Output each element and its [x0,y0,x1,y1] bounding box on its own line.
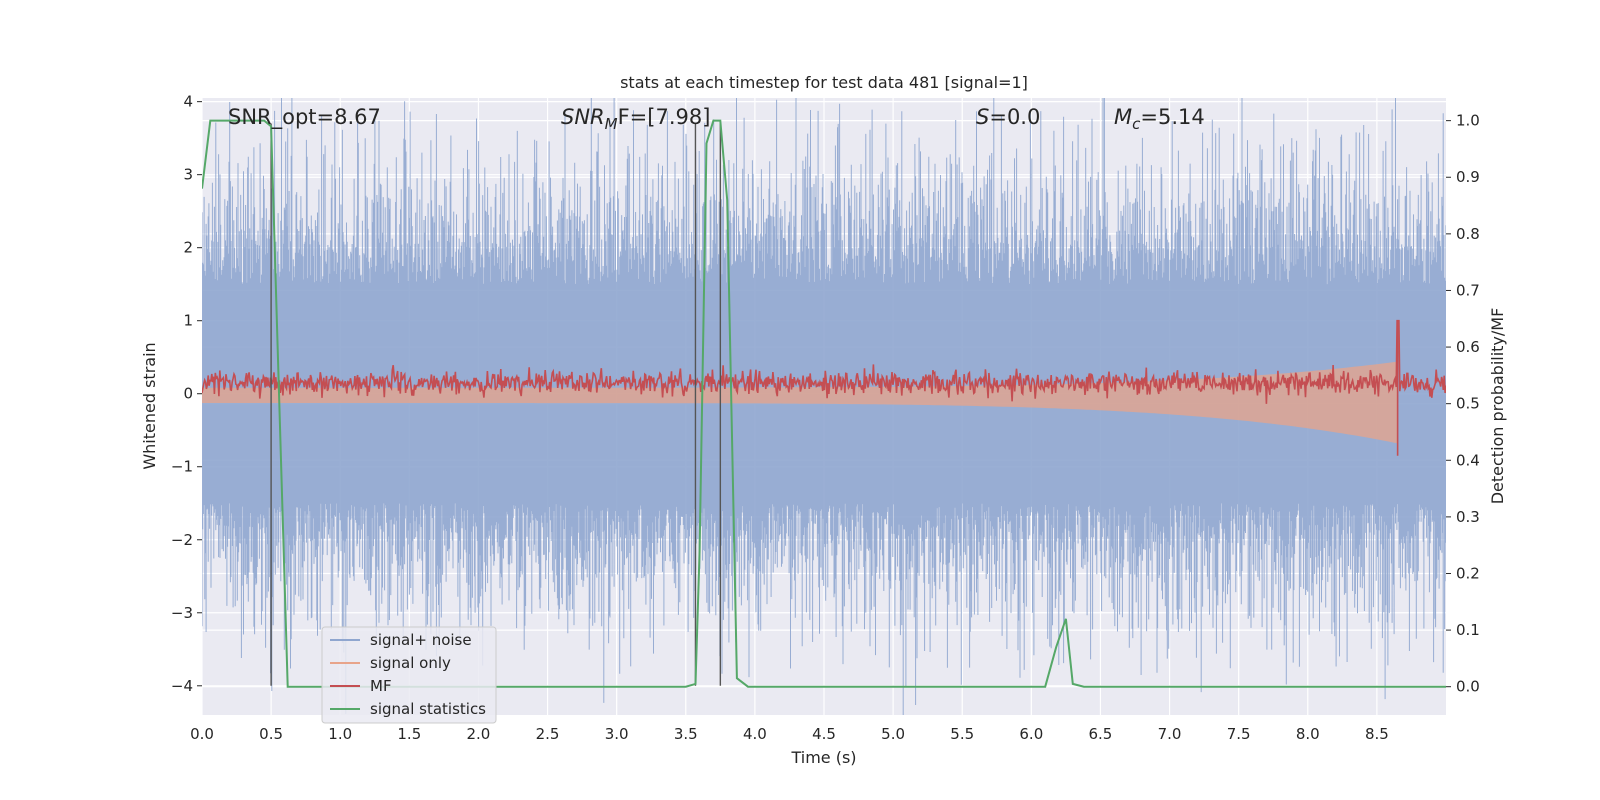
s-annotation: S=0.0 [976,105,1040,129]
legend-label-signal-statistics: signal statistics [370,700,486,718]
x-tick-label: 4.0 [743,725,767,743]
y-tick-label-left: 2 [183,239,193,257]
x-tick-label: 6.0 [1019,725,1043,743]
x-tick-label: 3.5 [674,725,698,743]
y-axis-label-right: Detection probability/MF [1488,308,1507,505]
x-axis-label: Time (s) [790,748,856,767]
y-tick-label-right: 0.5 [1456,395,1480,413]
y-tick-label-right: 0.3 [1456,508,1480,526]
x-tick-label: 8.5 [1365,725,1389,743]
legend-box [321,626,497,724]
x-tick-label: 7.0 [1158,725,1182,743]
snr-opt-annotation: SNR_opt=8.67 [228,105,381,130]
snr-mf-suffix: F=[7.98] [618,105,711,129]
x-tick-label: 4.5 [812,725,836,743]
y-tick-label-left: 3 [183,166,193,184]
x-tick-label: 6.5 [1089,725,1113,743]
x-tick-label: 0.0 [190,725,214,743]
mc-value: =5.14 [1140,105,1204,129]
legend-label-mf: MF [370,677,392,695]
y-tick-label-right: 0.7 [1456,281,1480,299]
x-tick-label: 5.0 [881,725,905,743]
mc-label: M [1114,105,1132,129]
x-tick-label: 7.5 [1227,725,1251,743]
series-signal-statistics [202,119,1446,688]
y-tick-label-left: −1 [171,458,193,476]
y-tick-label-right: 0.0 [1456,678,1480,696]
y-tick-label-left: 4 [183,93,193,111]
series-mf [202,319,1446,404]
y-axis-label-left: Whitened strain [140,342,159,469]
mc-subscript: c [1132,115,1141,133]
y-tick-label-right: 0.9 [1456,168,1480,186]
chart-title: stats at each timestep for test data 481… [620,73,1028,92]
legend-label-signal-only: signal only [370,654,451,672]
x-tick-label: 0.5 [259,725,283,743]
snr-mf-prefix: SNR [561,105,605,129]
x-tick-label: 2.0 [467,725,491,743]
series-layer [202,98,1446,715]
snr-mf-subscript: M [605,115,618,133]
y-tick-label-right: 0.2 [1456,564,1480,582]
y-tick-label-right: 1.0 [1456,112,1480,130]
x-tick-label: 8.0 [1296,725,1320,743]
y-tick-label-left: 1 [183,312,193,330]
y-tick-label-right: 0.6 [1456,338,1480,356]
x-tick-label: 1.5 [397,725,421,743]
x-tick-label: 2.5 [536,725,560,743]
y-tick-label-left: −2 [171,531,193,549]
x-tick-label: 1.0 [328,725,352,743]
mc-annotation: Mc=5.14 [1114,105,1205,133]
y-tick-label-right: 0.4 [1456,451,1480,469]
y-tick-label-right: 0.8 [1456,225,1480,243]
y-tick-label-left: −3 [171,604,193,622]
x-tick-label: 3.0 [605,725,629,743]
legend-label-signal-noise: signal+ noise [370,631,472,649]
s-label: S [976,105,989,129]
series-signal-only [202,361,1398,444]
x-tick-label: 5.5 [950,725,974,743]
y-tick-label-right: 0.1 [1456,621,1480,639]
s-value: =0.0 [989,105,1040,129]
y-tick-label-left: 0 [183,385,193,403]
legend: signal+ noise signal only MF signal stat… [321,626,497,724]
snr-mf-annotation: SNRMF=[7.98] [561,105,710,133]
axes: 0.0 0.5 1.0 1.5 2.0 2.5 3.0 3.5 4.0 4.5 5.0 5.5 6.0 6… [171,93,1480,743]
y-tick-label-left: −4 [171,677,193,695]
